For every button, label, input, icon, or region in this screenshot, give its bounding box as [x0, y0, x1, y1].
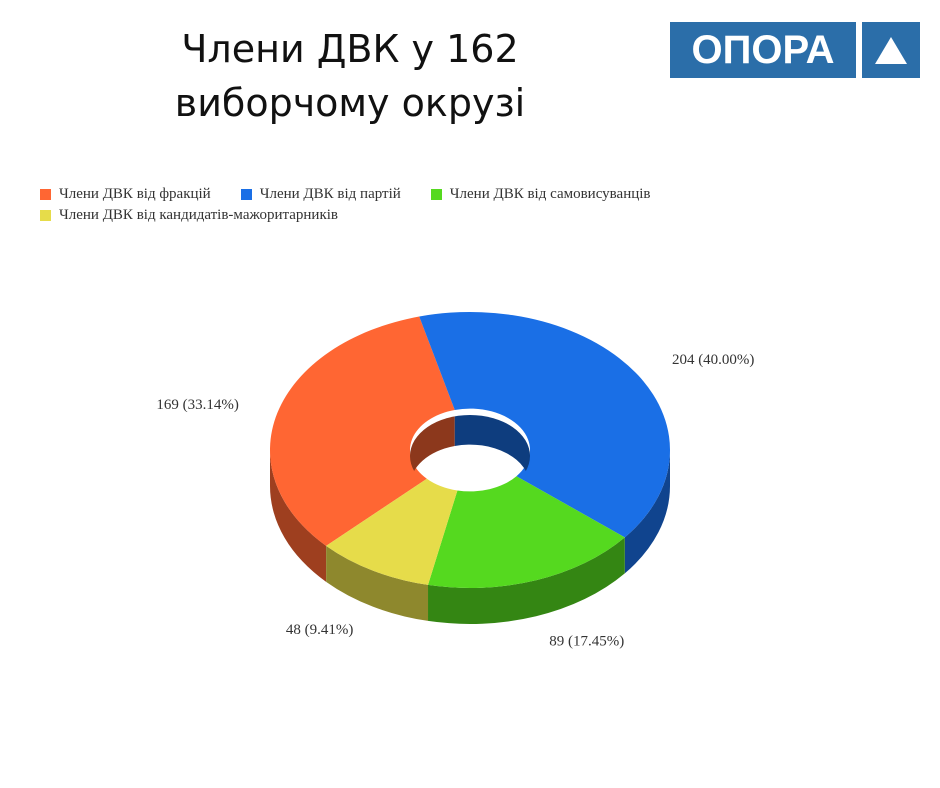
slice-side — [270, 450, 327, 582]
slice — [428, 476, 625, 588]
legend-label: Члени ДВК від партій — [259, 186, 401, 202]
legend-item: Члени ДВК від самовисуванців — [430, 186, 651, 203]
logo-icon — [862, 22, 920, 78]
legend-swatch — [40, 189, 51, 200]
slice-side — [624, 450, 670, 574]
legend-label: Члени ДВК від самовисуванців — [449, 186, 651, 202]
slice-side — [428, 537, 625, 624]
slice — [326, 478, 458, 585]
slice — [419, 312, 670, 538]
data-label: 169 (33.14%) — [156, 397, 239, 413]
legend-label: Члени ДВК від кандидатів-мажоритарників — [59, 207, 338, 223]
data-label: 204 (40.00%) — [672, 352, 755, 368]
slice-side — [326, 545, 429, 621]
legend-item: Члени ДВК від кандидатів-мажоритарників — [40, 207, 338, 224]
slice — [269, 316, 455, 546]
data-label: 48 (9.41%) — [286, 622, 354, 638]
legend: Члени ДВК від фракцій Члени ДВК від парті… — [40, 186, 800, 224]
logo-text: ОПОРА — [670, 22, 856, 78]
legend-label: Члени ДВК від фракцій — [59, 186, 211, 202]
logo: ОПОРА — [670, 22, 920, 78]
legend-swatch — [430, 189, 442, 200]
chart-title: Члени ДВК у 162 виборчому окрузі — [174, 27, 526, 125]
data-label: 89 (17.45%) — [549, 634, 624, 650]
legend-item: Члени ДВК від партій — [240, 186, 401, 203]
legend-item: Члени ДВК від фракцій — [40, 186, 211, 203]
legend-swatch — [240, 189, 252, 200]
logo-triangle — [875, 37, 907, 64]
legend-swatch — [40, 210, 51, 221]
slice-side — [454, 415, 530, 486]
